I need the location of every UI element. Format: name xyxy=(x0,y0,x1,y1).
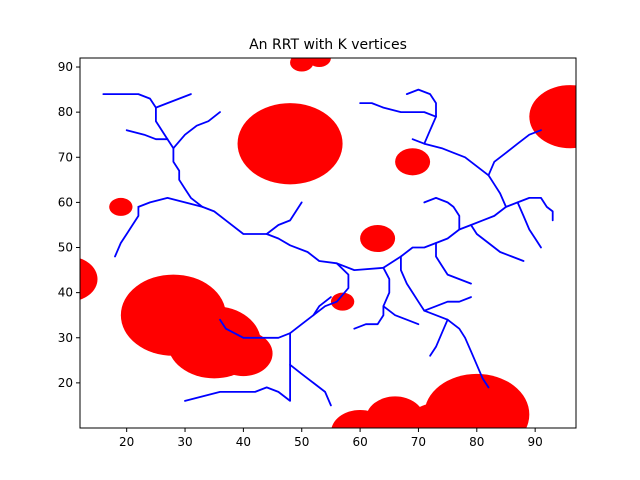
y-axis: 20 30 40 50 60 70 80 90 xyxy=(58,60,80,390)
x-tick-label: 60 xyxy=(352,435,367,449)
x-tick-label: 40 xyxy=(236,435,251,449)
x-tick-label: 50 xyxy=(294,435,309,449)
tree-branch-0 xyxy=(137,196,385,272)
tree-branch-17 xyxy=(399,255,490,389)
tree-branch-3 xyxy=(172,111,221,150)
tree-branch-15 xyxy=(359,102,437,118)
tree-branch-19 xyxy=(429,318,449,357)
y-tick-label: 80 xyxy=(58,105,73,119)
tree-branch-10 xyxy=(312,296,332,317)
tree-branch-2 xyxy=(125,129,204,208)
tree-branch-9 xyxy=(289,363,332,407)
tree-branch-21 xyxy=(382,305,420,326)
chart-title: An RRT with K vertices xyxy=(249,37,407,53)
tree-branch-16 xyxy=(423,196,461,231)
tree-branch-6 xyxy=(265,201,303,235)
tree-branch-23 xyxy=(516,201,542,249)
y-tick-label: 90 xyxy=(58,60,73,74)
x-axis: 20 30 40 50 60 70 80 90 xyxy=(119,428,543,449)
tree-branch-12 xyxy=(411,138,507,208)
obstacle-1 xyxy=(278,130,337,176)
plot-area xyxy=(79,57,577,429)
tree-branch-11 xyxy=(382,196,554,269)
obstacle-9 xyxy=(529,85,576,149)
obstacle-12 xyxy=(360,224,396,253)
obstacle-14 xyxy=(330,292,355,311)
axes-frame xyxy=(79,57,577,429)
tree-branch-4 xyxy=(102,93,169,141)
tree-branch-7 xyxy=(219,262,350,339)
obstacle-13 xyxy=(109,197,133,216)
x-tick-label: 90 xyxy=(528,435,543,449)
tree-branch-5 xyxy=(154,93,192,109)
x-tick-label: 70 xyxy=(411,435,426,449)
tree-branch-1 xyxy=(114,205,140,258)
tree-branch-14 xyxy=(405,88,437,145)
tree-branch-24 xyxy=(435,242,472,285)
rrt-tree xyxy=(102,88,554,407)
obstacle-4 xyxy=(214,330,273,377)
obstacle-group xyxy=(80,58,576,428)
x-tick-label: 20 xyxy=(119,435,134,449)
y-tick-label: 30 xyxy=(58,331,73,345)
obstacle-8 xyxy=(331,409,389,428)
y-tick-label: 60 xyxy=(58,195,73,209)
obstacle-15 xyxy=(290,58,314,72)
x-tick-label: 80 xyxy=(469,435,484,449)
y-tick-label: 40 xyxy=(58,286,73,300)
y-tick-label: 50 xyxy=(58,241,73,255)
obstacle-11 xyxy=(395,148,431,176)
obstacle-16 xyxy=(307,58,331,68)
obstacle-10 xyxy=(80,258,98,300)
y-tick-label: 20 xyxy=(58,376,73,390)
x-tick-label: 30 xyxy=(177,435,192,449)
tree-branch-20 xyxy=(353,266,391,330)
tree-branch-18 xyxy=(423,296,472,312)
tree-branch-13 xyxy=(487,129,542,177)
tree-branch-22 xyxy=(470,224,525,262)
y-tick-label: 70 xyxy=(58,150,73,164)
